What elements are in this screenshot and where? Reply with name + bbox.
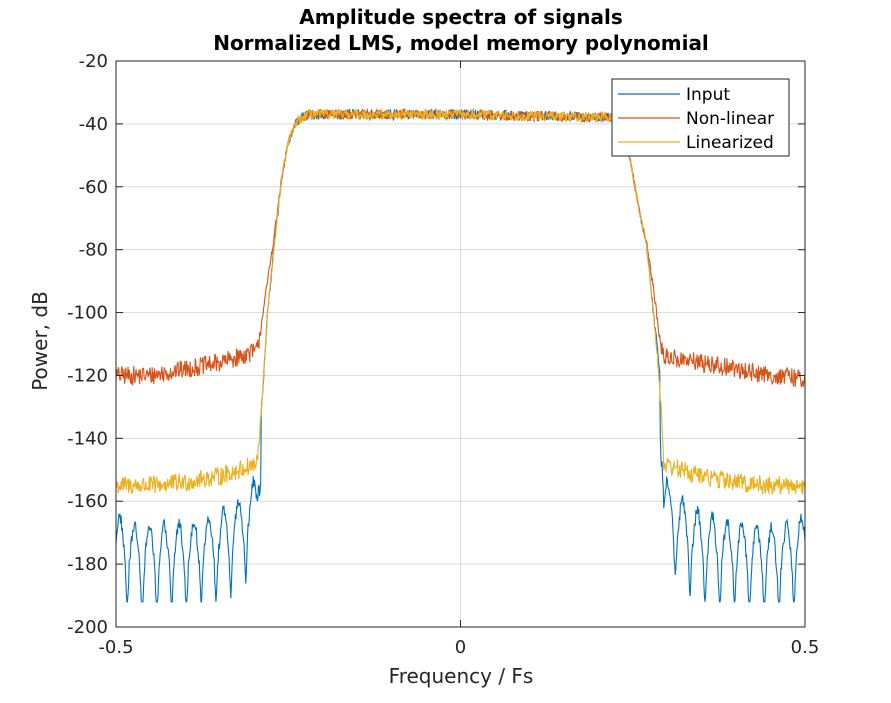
y-tick-label: -40: [79, 114, 108, 135]
y-tick-label: -60: [79, 177, 108, 198]
series-line-linearized: [115, 107, 806, 495]
x-tick-label: -0.5: [98, 637, 133, 658]
x-axis-label: Frequency / Fs: [389, 664, 534, 688]
x-tick-label: 0.5: [791, 637, 820, 658]
chart-title: Amplitude spectra of signals: [299, 5, 623, 29]
legend-entry: Input: [686, 85, 730, 105]
chart-subtitle: Normalized LMS, model memory polynomial: [213, 31, 709, 55]
y-tick-label: -200: [67, 617, 108, 638]
y-tick-label: -180: [67, 554, 108, 575]
y-tick-label: -20: [79, 51, 108, 72]
y-axis-label: Power, dB: [28, 291, 52, 391]
y-tick-label: -120: [67, 365, 108, 386]
y-tick-label: -140: [67, 428, 108, 449]
y-tick-label: -160: [67, 491, 108, 512]
legend-entry: Non-linear: [686, 109, 774, 129]
y-tick-label: -80: [79, 240, 108, 261]
legend: Input Non-linear Linearized: [611, 78, 790, 157]
x-tick-label: 0: [455, 637, 466, 658]
series-line-input: [115, 107, 806, 604]
tick-marks: -200 -180 -160 -140 -120 -100 -80 -60 -40 -20 -0.5…: [67, 51, 819, 658]
series-group: [115, 107, 806, 604]
legend-entry: Linearized: [686, 133, 774, 153]
y-tick-label: -100: [67, 303, 108, 324]
